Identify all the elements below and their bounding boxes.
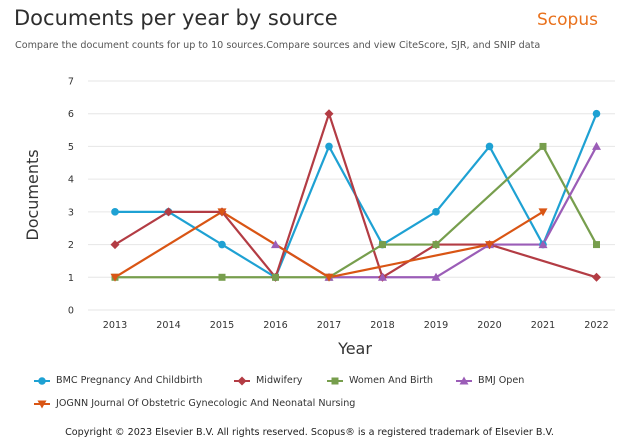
y-tick-label: 4 xyxy=(68,175,74,186)
data-point-0[interactable] xyxy=(111,208,119,216)
y-axis-label: Documents xyxy=(23,149,42,240)
legend-swatch xyxy=(34,376,50,385)
series-line-2 xyxy=(115,145,598,279)
data-point-1[interactable] xyxy=(164,207,173,217)
grid-lines xyxy=(88,80,615,311)
copyright-notice: Copyright © 2023 Elsevier B.V. All right… xyxy=(65,427,554,438)
y-tick-labels: 0 1 2 3 4 5 6 7 xyxy=(68,77,74,317)
legend-item[interactable]: JOGNN Journal Of Obstetric Gynecologic A… xyxy=(34,398,355,409)
y-tick-label: 6 xyxy=(68,109,74,120)
page-subtitle: Compare the document counts for up to 10… xyxy=(15,40,541,51)
x-tick-label: 2020 xyxy=(477,320,501,331)
data-point-0[interactable] xyxy=(432,208,440,216)
x-tick-label: 2016 xyxy=(263,320,287,331)
series-lines xyxy=(114,112,598,279)
legend-label: BMJ Open xyxy=(478,375,525,386)
data-point-2[interactable] xyxy=(593,241,600,249)
data-point-0[interactable] xyxy=(325,142,333,151)
y-tick-label: 1 xyxy=(68,273,74,284)
data-point-1[interactable] xyxy=(324,109,334,119)
legend-marker[interactable] xyxy=(38,376,46,385)
legend-marker[interactable] xyxy=(37,400,47,408)
data-point-4[interactable] xyxy=(110,273,120,282)
data-point-2[interactable] xyxy=(539,142,547,150)
x-tick-label: 2013 xyxy=(103,320,127,331)
x-tick-labels: 2013 2014 2015 2016 2017 2018 2019 2020 2021 2022 xyxy=(103,320,609,331)
legend-label: Midwifery xyxy=(256,375,303,386)
legend-item[interactable]: BMJ Open xyxy=(456,375,524,386)
data-point-2[interactable] xyxy=(272,273,279,281)
y-tick-label: 0 xyxy=(68,306,74,317)
data-point-0[interactable] xyxy=(592,109,601,118)
data-point-2[interactable] xyxy=(379,241,386,249)
data-point-2[interactable] xyxy=(218,273,226,281)
data-point-1[interactable] xyxy=(592,272,601,282)
series-markers xyxy=(110,109,601,282)
y-tick-label: 2 xyxy=(68,240,74,251)
legend-marker[interactable] xyxy=(331,377,339,384)
series-line-1 xyxy=(114,112,597,279)
x-tick-label: 2017 xyxy=(317,320,341,331)
x-tick-label: 2015 xyxy=(210,320,234,331)
scopus-logo[interactable]: Scopus xyxy=(537,10,598,30)
legend-swatch xyxy=(456,376,472,384)
documents-line-chart: 0 1 2 3 4 5 6 7 2013 2014 2015 2016 2017 2018 2019 202… xyxy=(23,77,615,358)
data-point-3[interactable] xyxy=(538,240,548,249)
legend-label: Women And Birth xyxy=(349,375,433,386)
x-axis-label: Year xyxy=(337,339,372,358)
data-point-4[interactable] xyxy=(217,208,227,217)
legend-marker[interactable] xyxy=(459,376,469,384)
x-tick-label: 2014 xyxy=(156,320,180,331)
data-point-2[interactable] xyxy=(432,241,440,249)
data-point-4[interactable] xyxy=(324,273,334,282)
legend-label: JOGNN Journal Of Obstetric Gynecologic A… xyxy=(56,398,356,409)
y-tick-label: 5 xyxy=(68,142,74,153)
page-title: Documents per year by source xyxy=(14,6,338,30)
y-tick-label: 7 xyxy=(68,77,74,88)
legend-marker[interactable] xyxy=(237,376,247,385)
y-tick-label: 3 xyxy=(68,207,74,218)
x-tick-label: 2018 xyxy=(370,320,394,331)
data-point-4[interactable] xyxy=(538,208,548,217)
legend-label: BMC Pregnancy And Childbirth xyxy=(56,375,203,386)
legend-item[interactable]: BMC Pregnancy And Childbirth xyxy=(34,375,203,386)
data-point-0[interactable] xyxy=(218,240,226,249)
data-point-1[interactable] xyxy=(110,240,120,250)
legend-swatch xyxy=(327,377,343,384)
data-point-4[interactable] xyxy=(485,241,494,250)
x-tick-label: 2021 xyxy=(531,320,555,331)
data-point-3[interactable] xyxy=(378,272,387,281)
data-point-0[interactable] xyxy=(485,142,494,151)
legend-item[interactable]: Midwifery xyxy=(234,375,302,386)
legend-swatch xyxy=(34,400,50,408)
data-point-3[interactable] xyxy=(592,141,601,150)
legend-item[interactable]: Women And Birth xyxy=(327,375,433,386)
x-tick-label: 2019 xyxy=(424,320,448,331)
data-point-3[interactable] xyxy=(431,272,441,281)
x-tick-label: 2022 xyxy=(584,320,608,331)
data-point-3[interactable] xyxy=(271,240,280,249)
legend-swatch xyxy=(234,376,250,385)
